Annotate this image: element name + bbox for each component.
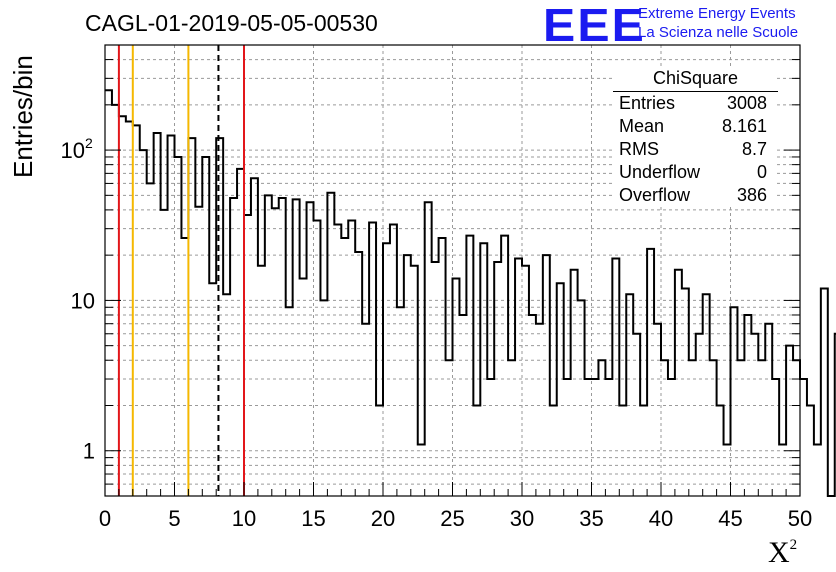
stats-box: ChiSquare Entries 3008 Mean 8.161 RMS 8.… bbox=[613, 68, 778, 207]
x-axis-label: X2 bbox=[768, 536, 797, 570]
stats-label: RMS bbox=[619, 139, 659, 159]
stats-label: Entries bbox=[619, 93, 676, 113]
y-tick-label: 10 bbox=[61, 138, 85, 163]
x-tick-label: 45 bbox=[718, 506, 742, 531]
y-tick-label: 1 bbox=[83, 439, 95, 464]
x-tick-label: 5 bbox=[168, 506, 180, 531]
x-tick-label: 40 bbox=[649, 506, 673, 531]
x-tick-label: 35 bbox=[579, 506, 603, 531]
marker-lines-layer bbox=[117, 45, 245, 496]
axis-ticks-layer bbox=[104, 59, 801, 496]
x-axis-label-base: X bbox=[768, 536, 790, 569]
stats-row-mean: Mean 8.161 bbox=[613, 115, 775, 138]
x-tick-label: 0 bbox=[99, 506, 111, 531]
stats-value: 386 bbox=[736, 185, 767, 205]
x-tick-label: 20 bbox=[371, 506, 395, 531]
stats-label: Mean bbox=[619, 116, 665, 136]
y-axis-label: Entries/bin bbox=[8, 55, 38, 178]
stats-value: 8.161 bbox=[721, 116, 767, 136]
eee-logo: EEE Extreme Energy Events La Scienza nel… bbox=[543, 0, 833, 51]
plot-title: CAGL-01-2019-05-05-00530 bbox=[85, 10, 378, 36]
x-tick-label: 10 bbox=[232, 506, 256, 531]
x-tick-label: 30 bbox=[510, 506, 534, 531]
x-tick-label: 50 bbox=[788, 506, 812, 531]
x-tick-label: 25 bbox=[440, 506, 464, 531]
logo-text-line1: Extreme Energy Events bbox=[638, 5, 796, 22]
stats-row-rms: RMS 8.7 bbox=[613, 138, 775, 161]
stats-box-title: ChiSquare bbox=[613, 68, 778, 92]
y-tick-label-exponent: 2 bbox=[85, 135, 93, 151]
y-tick-label: 10 bbox=[71, 288, 95, 313]
x-tick-label: 15 bbox=[301, 506, 325, 531]
logo-text-line2: La Scienza nelle Scuole bbox=[638, 24, 799, 41]
stats-row-overflow: Overflow 386 bbox=[613, 184, 775, 207]
stats-label: Overflow bbox=[619, 185, 691, 205]
stats-value: 0 bbox=[756, 162, 767, 182]
stats-label: Underflow bbox=[619, 162, 701, 182]
x-axis-label-superscript: 2 bbox=[789, 537, 798, 553]
eee-logo-mark: EEE bbox=[543, 0, 646, 51]
stats-row-underflow: Underflow 0 bbox=[613, 161, 775, 184]
stats-row-entries: Entries 3008 bbox=[613, 92, 775, 115]
stats-value: 8.7 bbox=[741, 139, 767, 159]
stats-value: 3008 bbox=[726, 93, 767, 113]
grid-layer bbox=[105, 45, 800, 496]
